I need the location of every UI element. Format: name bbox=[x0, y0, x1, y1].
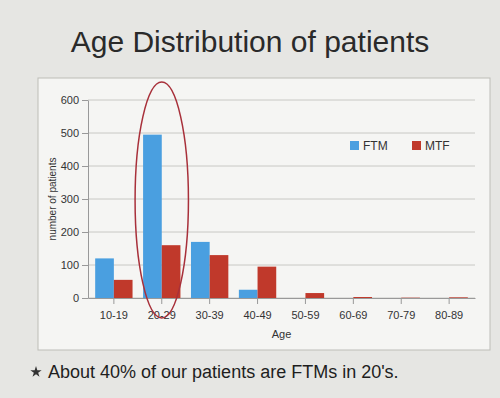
legend: FTM MTF bbox=[350, 139, 450, 153]
x-tick: 30-39 bbox=[196, 298, 224, 321]
y-tick: 100 bbox=[61, 259, 88, 271]
chart: Age Distribution of patients 0 100 200 300 40… bbox=[0, 0, 500, 398]
x-tick: 80-89 bbox=[435, 298, 463, 321]
bar bbox=[114, 280, 133, 298]
y-axis: 0 100 200 300 400 500 600 bbox=[61, 94, 89, 304]
x-tick-label: 50-59 bbox=[291, 309, 319, 321]
x-tick-label: 80-89 bbox=[435, 309, 463, 321]
grid-line bbox=[88, 100, 475, 101]
y-tick-mark bbox=[82, 265, 88, 266]
x-tick-label: 70-79 bbox=[387, 309, 415, 321]
y-tick-label: 300 bbox=[61, 193, 79, 205]
bar bbox=[191, 242, 210, 298]
y-tick-label: 0 bbox=[73, 292, 79, 304]
title: Age Distribution of patients bbox=[71, 25, 430, 58]
bar bbox=[449, 297, 468, 298]
y-tick: 200 bbox=[61, 226, 88, 238]
bar bbox=[287, 298, 306, 299]
y-tick: 300 bbox=[61, 193, 88, 205]
bar bbox=[95, 258, 114, 298]
bar bbox=[335, 298, 354, 299]
x-tick-mark bbox=[449, 298, 450, 304]
bar bbox=[305, 293, 324, 298]
bar bbox=[258, 267, 277, 298]
x-axis: 10-1920-2930-3940-4950-5960-6970-7980-89 bbox=[89, 298, 476, 321]
y-tick: 500 bbox=[61, 127, 88, 139]
grid-line bbox=[88, 133, 475, 134]
x-tick-mark bbox=[113, 298, 114, 304]
legend-swatch bbox=[412, 141, 421, 150]
y-tick: 600 bbox=[61, 94, 88, 106]
x-tick-mark bbox=[305, 298, 306, 304]
y-tick: 400 bbox=[61, 160, 88, 172]
x-tick: 70-79 bbox=[387, 298, 415, 321]
chart-box bbox=[38, 78, 490, 350]
grid bbox=[88, 100, 475, 298]
x-tick: 40-49 bbox=[243, 298, 271, 321]
y-axis-label: number of patients bbox=[47, 158, 58, 241]
y-tick-mark bbox=[82, 298, 88, 299]
x-tick-mark bbox=[209, 298, 210, 304]
x-tick-mark bbox=[353, 298, 354, 304]
x-tick-mark bbox=[161, 298, 162, 304]
bar bbox=[353, 297, 372, 298]
x-axis-label: Age bbox=[272, 328, 292, 340]
bar bbox=[239, 290, 258, 298]
y-tick-mark bbox=[82, 100, 88, 101]
y-tick-label: 600 bbox=[61, 94, 79, 106]
x-tick: 60-69 bbox=[339, 298, 367, 321]
legend-label: FTM bbox=[363, 139, 388, 153]
y-tick-label: 200 bbox=[61, 226, 79, 238]
slide-background bbox=[0, 0, 500, 398]
x-tick: 10-19 bbox=[100, 298, 128, 321]
legend-label: MTF bbox=[425, 139, 450, 153]
bar bbox=[210, 255, 229, 298]
bar bbox=[383, 298, 402, 299]
y-tick-mark bbox=[82, 166, 88, 167]
bars bbox=[95, 135, 468, 298]
bar bbox=[401, 297, 420, 298]
y-tick-mark bbox=[82, 232, 88, 233]
y-tick-label: 100 bbox=[61, 259, 79, 271]
x-tick-mark bbox=[257, 298, 258, 304]
x-tick-label: 10-19 bbox=[100, 309, 128, 321]
y-tick-label: 500 bbox=[61, 127, 79, 139]
highlight-ellipse bbox=[135, 82, 188, 318]
legend-swatch bbox=[350, 141, 359, 150]
y-tick: 0 bbox=[73, 292, 88, 304]
x-tick-label: 30-39 bbox=[196, 309, 224, 321]
x-tick-label: 40-49 bbox=[243, 309, 271, 321]
x-tick: 50-59 bbox=[291, 298, 319, 321]
y-tick-label: 400 bbox=[61, 160, 79, 172]
annotation: About 40% of our patients are FTMs in 20… bbox=[48, 362, 399, 382]
bar bbox=[162, 245, 181, 298]
bar bbox=[143, 135, 162, 298]
y-tick-mark bbox=[82, 199, 88, 200]
x-tick-label: 60-69 bbox=[339, 309, 367, 321]
x-tick-mark bbox=[401, 298, 402, 304]
bullet bbox=[30, 366, 41, 377]
bar bbox=[430, 298, 449, 299]
y-tick-mark bbox=[82, 133, 88, 134]
y-axis-line bbox=[88, 101, 89, 299]
